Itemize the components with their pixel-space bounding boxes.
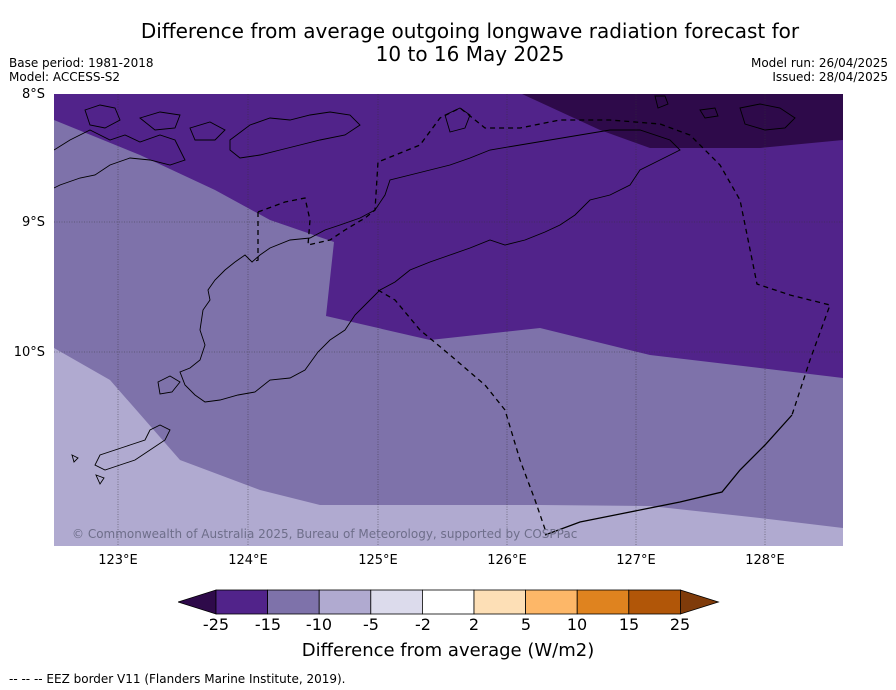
cb-tick: 25 [669, 615, 691, 634]
lat-label-8s: 8°S [21, 87, 45, 102]
cb-tick: -10 [305, 615, 333, 634]
cb-tick: -15 [254, 615, 282, 634]
lon-label-128e: 128°E [745, 553, 785, 568]
coastlines [54, 95, 796, 485]
eez-border [251, 107, 831, 536]
cb-tick: -2 [415, 615, 431, 634]
anomaly-zone-darkest [522, 94, 843, 148]
cb-tick: 10 [566, 615, 588, 634]
wetar-coastline [229, 111, 361, 159]
lon-label-123e: 123°E [98, 553, 138, 568]
anomaly-zone-dark [54, 94, 843, 378]
meta-left: Base period: 1981-2018 Model: ACCESS-S2 [9, 56, 154, 84]
cb-tick: -5 [363, 615, 379, 634]
lon-label-124e: 124°E [228, 553, 268, 568]
title-line-1: Difference from average outgoing longwav… [140, 19, 800, 43]
cb-tick: -25 [202, 615, 230, 634]
base-period: Base period: 1981-2018 [9, 56, 154, 70]
atauro-coastline [444, 107, 471, 133]
colorbar-extend-low [178, 589, 217, 615]
north-islands-coastline [84, 104, 226, 141]
graticule [54, 94, 843, 546]
colorbar-segment [370, 589, 423, 615]
semau-coastline [157, 375, 181, 395]
small-island-2 [95, 474, 105, 485]
cb-tick: 2 [468, 615, 480, 634]
babar-coastline [739, 103, 796, 131]
cb-tick: 15 [618, 615, 640, 634]
timor-coastline [179, 129, 681, 403]
map-title: Difference from average outgoing longwav… [0, 20, 896, 66]
colorbar-segment [421, 589, 475, 615]
map-fill-layers [54, 94, 843, 546]
colorbar-segment [318, 589, 372, 615]
lon-label-126e: 126°E [487, 553, 527, 568]
cb-tick: 5 [520, 615, 532, 634]
colorbar-extend-high [679, 589, 720, 615]
eez-footnote: -- -- -- EEZ border V11 (Flanders Marine… [9, 672, 346, 686]
meta-right: Model run: 26/04/2025 Issued: 28/04/2025 [751, 56, 888, 84]
colorbar-segment [576, 589, 630, 615]
colorbar-segment [215, 589, 268, 615]
model-run: Model run: 26/04/2025 [750, 56, 888, 70]
lat-label-9s: 9°S [21, 215, 45, 230]
issued-date: Issued: 28/04/2025 [772, 70, 888, 84]
colorbar-segment [473, 589, 526, 615]
copyright-notice: © Commonwealth of Australia 2025, Bureau… [72, 527, 578, 541]
model-name: Model: ACCESS-S2 [9, 70, 121, 84]
lon-label-127e: 127°E [616, 553, 656, 568]
colorbar-segment [628, 589, 681, 615]
roti-coastline [94, 424, 171, 471]
alor-islands-coastline [54, 129, 186, 189]
colorbar-label: Difference from average (W/m2) [301, 640, 595, 661]
small-island-1 [71, 454, 79, 463]
east-island-coastline [654, 95, 719, 119]
title-line-2: 10 to 16 May 2025 [375, 42, 565, 66]
colorbar-segment [525, 589, 578, 615]
lon-label-125e: 125°E [358, 553, 398, 568]
colorbar [178, 589, 720, 615]
lat-label-10s: 10°S [13, 345, 45, 360]
colorbar-segment [267, 589, 320, 615]
